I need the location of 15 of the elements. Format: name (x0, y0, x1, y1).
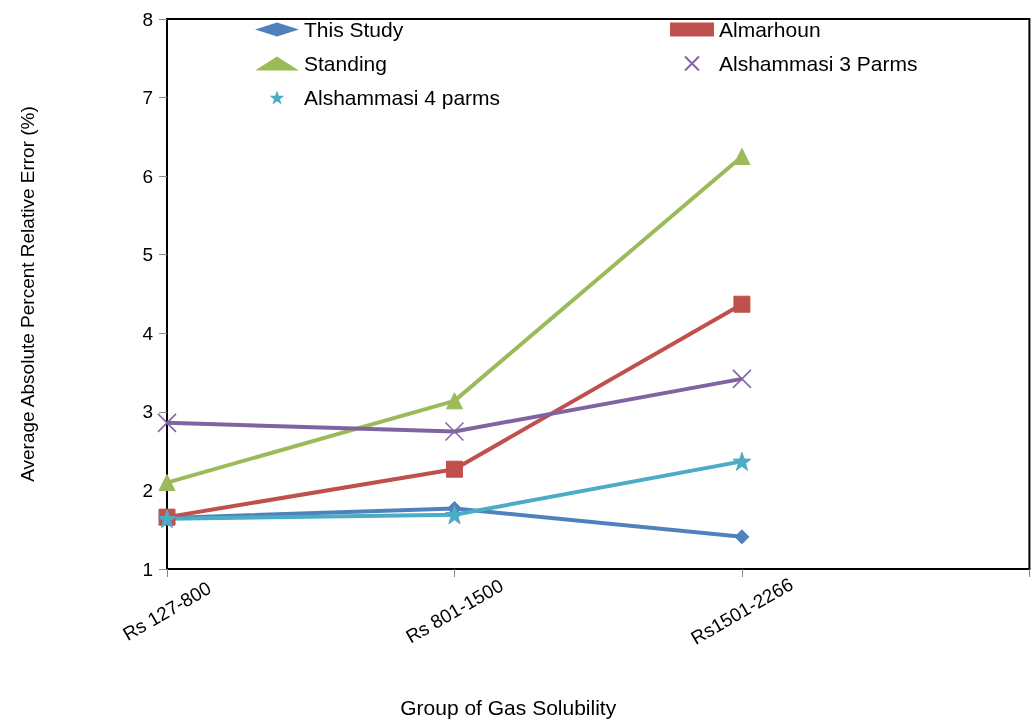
legend-label: Standing (304, 52, 387, 75)
y-tick-label: 2 (142, 479, 153, 501)
y-tick-label: 4 (142, 322, 154, 344)
y-tick-label: 3 (142, 401, 153, 423)
y-tick-label: 5 (142, 244, 153, 266)
legend-label: Alshammasi 4 parms (304, 86, 501, 109)
legend-label: Almarhoun (719, 18, 821, 41)
y-tick-label: 1 (142, 558, 153, 580)
legend-label: This Study (304, 18, 404, 41)
y-tick-label: 7 (142, 87, 153, 109)
y-axis-title: Average Absolute Percent Relative Error (%) (17, 106, 38, 482)
y-tick-label: 6 (142, 165, 153, 187)
x-axis-title: Group of Gas Solubility (400, 696, 617, 719)
legend-label: Alshammasi 3 Parms (719, 52, 918, 75)
y-tick-label: 8 (142, 8, 153, 30)
